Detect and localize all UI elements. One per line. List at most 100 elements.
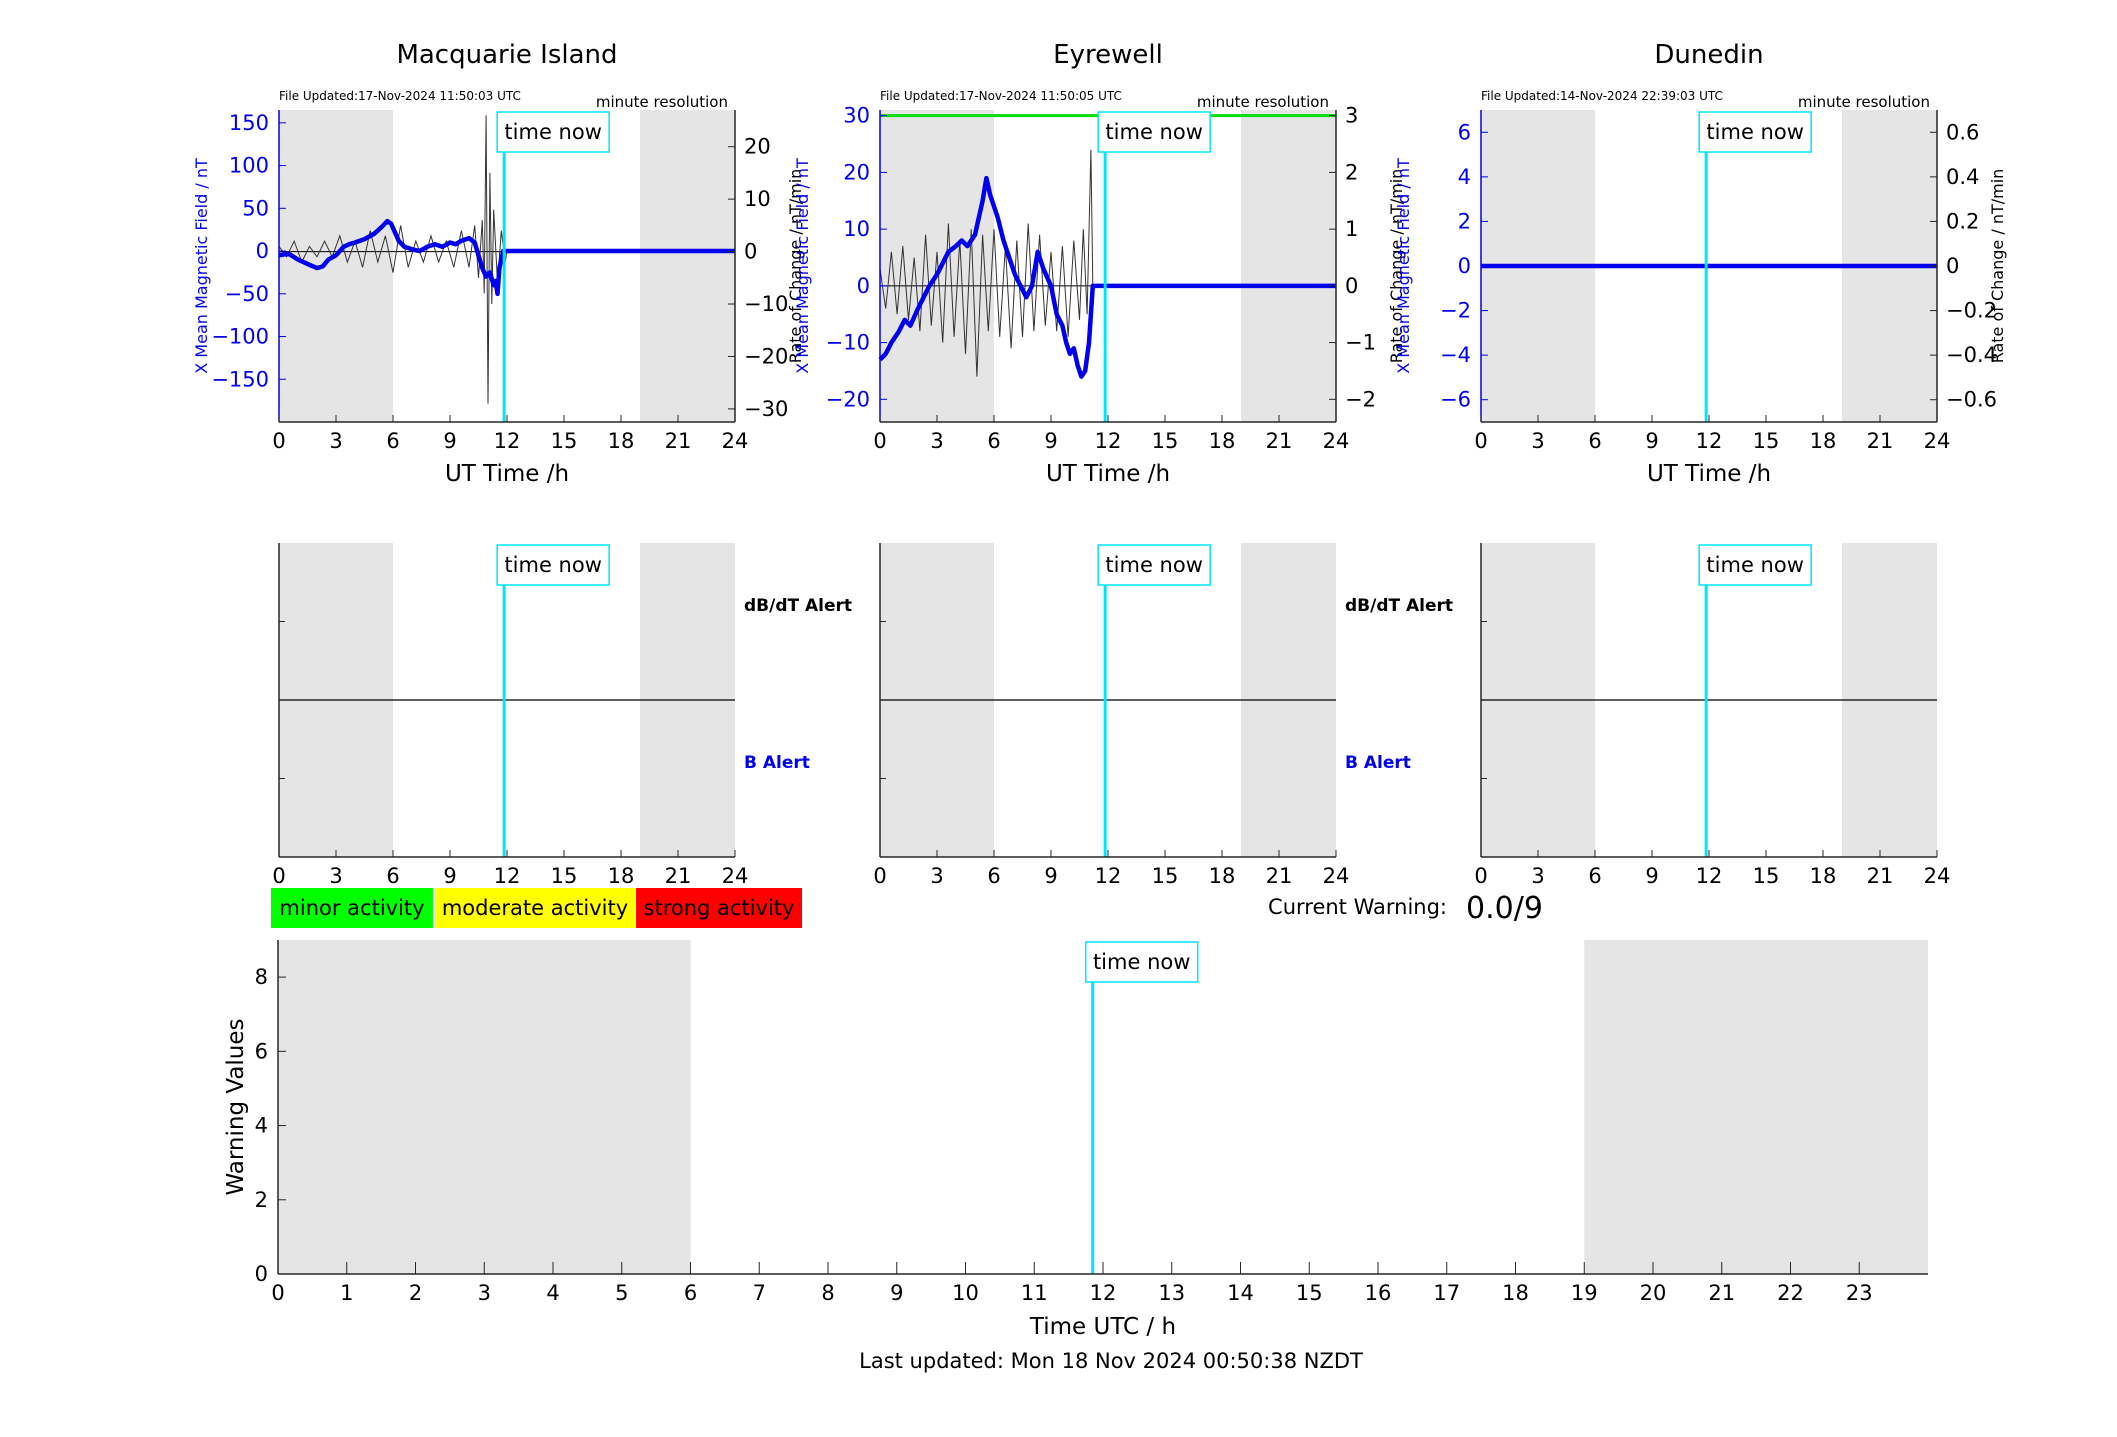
time-now-label: time now — [496, 111, 610, 153]
night-shade — [279, 110, 393, 422]
x-tick-label: 12 — [1696, 864, 1723, 888]
y-left-tick-label: −20 — [826, 387, 870, 411]
file-updated-text: File Updated:17-Nov-2024 11:50:03 UTC — [279, 89, 521, 103]
time-now-text: time now — [504, 120, 601, 144]
x-tick-label: 9 — [443, 864, 456, 888]
time-now-label: time now — [1084, 941, 1199, 983]
time-now-text: time now — [1706, 553, 1803, 577]
y-left-tick-label: −10 — [826, 331, 870, 355]
x-tick-label: 24 — [1924, 429, 1951, 453]
resolution-text: minute resolution — [1197, 93, 1329, 111]
x-tick-label: 3 — [329, 864, 342, 888]
time-now-box — [1097, 111, 1211, 153]
legend-label: minor activity — [279, 896, 424, 920]
time-now-text: time now — [1105, 553, 1202, 577]
x-tick-label: 24 — [1323, 864, 1350, 888]
x-tick-label: 12 — [1696, 429, 1723, 453]
x-axis-label: UT Time /h — [1647, 461, 1771, 487]
x-tick-label: 15 — [1753, 864, 1780, 888]
y-left-tick-label: 6 — [1458, 120, 1471, 144]
night-shade — [1584, 940, 1928, 1274]
chart-title: Eyrewell — [1053, 40, 1163, 70]
x-tick-label: 12 — [1095, 429, 1122, 453]
x-tick-label: 6 — [987, 429, 1000, 453]
x-tick-label: 6 — [1588, 429, 1601, 453]
x-tick-label: 3 — [1531, 429, 1544, 453]
y-left-axis-label: X Mean Magnetic Field / nT — [1394, 158, 1413, 374]
x-tick-label: 13 — [1158, 1281, 1185, 1305]
night-shade — [278, 940, 691, 1274]
y-tick-label: 8 — [255, 965, 268, 989]
x-tick-label: 18 — [608, 429, 635, 453]
x-tick-label: 12 — [494, 864, 521, 888]
alert-chart-1: time now 0 3 6 9 12 15 18 21 24 dB/dT Alert B Alert — [272, 543, 852, 888]
x-tick-label: 14 — [1227, 1281, 1254, 1305]
x-tick-label: 0 — [873, 429, 886, 453]
x-tick-label: 18 — [1502, 1281, 1529, 1305]
x-tick-label: 9 — [443, 429, 456, 453]
y-right-tick-label: −0.2 — [1946, 299, 1997, 323]
y-left-tick-label: 20 — [843, 160, 870, 184]
x-tick-label: 9 — [1044, 429, 1057, 453]
time-now-box — [496, 544, 610, 586]
y-tick-label: 0 — [255, 1262, 268, 1286]
night-shade — [1241, 110, 1336, 422]
x-tick-label: 24 — [1924, 864, 1951, 888]
y-right-tick-label: −2 — [1345, 387, 1376, 411]
x-axis-label: UT Time /h — [1046, 461, 1170, 487]
x-tick-label: 17 — [1433, 1281, 1460, 1305]
night-shade — [880, 110, 994, 422]
night-shade — [640, 110, 735, 422]
x-axis-label: UT Time /h — [445, 461, 569, 487]
y-right-tick-label: −1 — [1345, 331, 1376, 355]
x-tick-label: 5 — [615, 1281, 628, 1305]
y-left-tick-label: 30 — [843, 104, 870, 128]
y-left-tick-label: 0 — [256, 239, 269, 263]
time-now-box — [1698, 111, 1812, 153]
x-tick-label: 24 — [1323, 429, 1350, 453]
charts-layer: time now−150−100−50050100150−30−20−10010… — [192, 40, 2007, 1340]
time-now-box — [1698, 544, 1812, 586]
y-right-axis-label: Rate of Change / nT/min — [1387, 169, 1406, 364]
x-tick-label: 3 — [930, 429, 943, 453]
x-tick-label: 15 — [1296, 1281, 1323, 1305]
time-now-text: time now — [504, 553, 601, 577]
y-left-tick-label: 100 — [229, 154, 269, 178]
x-tick-label: 24 — [722, 429, 749, 453]
x-tick-label: 12 — [1095, 864, 1122, 888]
y-tick-label: 6 — [255, 1039, 268, 1063]
y-left-tick-label: 4 — [1458, 165, 1471, 189]
db-dt-alert-label: dB/dT Alert — [744, 596, 852, 616]
y-left-tick-label: 50 — [242, 196, 269, 220]
time-now-box — [1097, 544, 1211, 586]
time-now-text: time now — [1105, 120, 1202, 144]
x-tick-label: 0 — [272, 429, 285, 453]
x-tick-label: 18 — [1209, 429, 1236, 453]
x-tick-label: 0 — [1474, 429, 1487, 453]
y-right-tick-label: −30 — [744, 397, 788, 421]
time-now-label: time now — [496, 544, 610, 586]
legend-item-3: strong activity — [636, 888, 802, 928]
y-right-tick-label: 0 — [1345, 274, 1358, 298]
x-tick-label: 16 — [1365, 1281, 1392, 1305]
y-right-tick-label: −0.6 — [1946, 388, 1997, 412]
time-now-label: time now — [1698, 111, 1812, 153]
resolution-text: minute resolution — [596, 93, 728, 111]
y-right-tick-label: 0 — [744, 240, 757, 264]
x-axis-label: Time UTC / h — [1029, 1314, 1176, 1340]
y-right-tick-label: 0.6 — [1946, 120, 1979, 144]
time-now-box — [1084, 941, 1199, 983]
time-now-label: time now — [1097, 111, 1211, 153]
x-tick-label: 20 — [1640, 1281, 1667, 1305]
alert-chart-3: time now 0 3 6 9 12 15 18 21 24 — [1474, 543, 1950, 888]
x-tick-label: 9 — [1645, 429, 1658, 453]
x-tick-label: 21 — [1708, 1281, 1735, 1305]
x-tick-label: 18 — [1810, 864, 1837, 888]
file-updated-text: File Updated:14-Nov-2024 22:39:03 UTC — [1481, 89, 1723, 103]
legend-swatch — [435, 888, 635, 928]
y-left-tick-label: 0 — [1458, 254, 1471, 278]
chart-title: Dunedin — [1654, 40, 1763, 70]
x-tick-label: 15 — [551, 864, 578, 888]
